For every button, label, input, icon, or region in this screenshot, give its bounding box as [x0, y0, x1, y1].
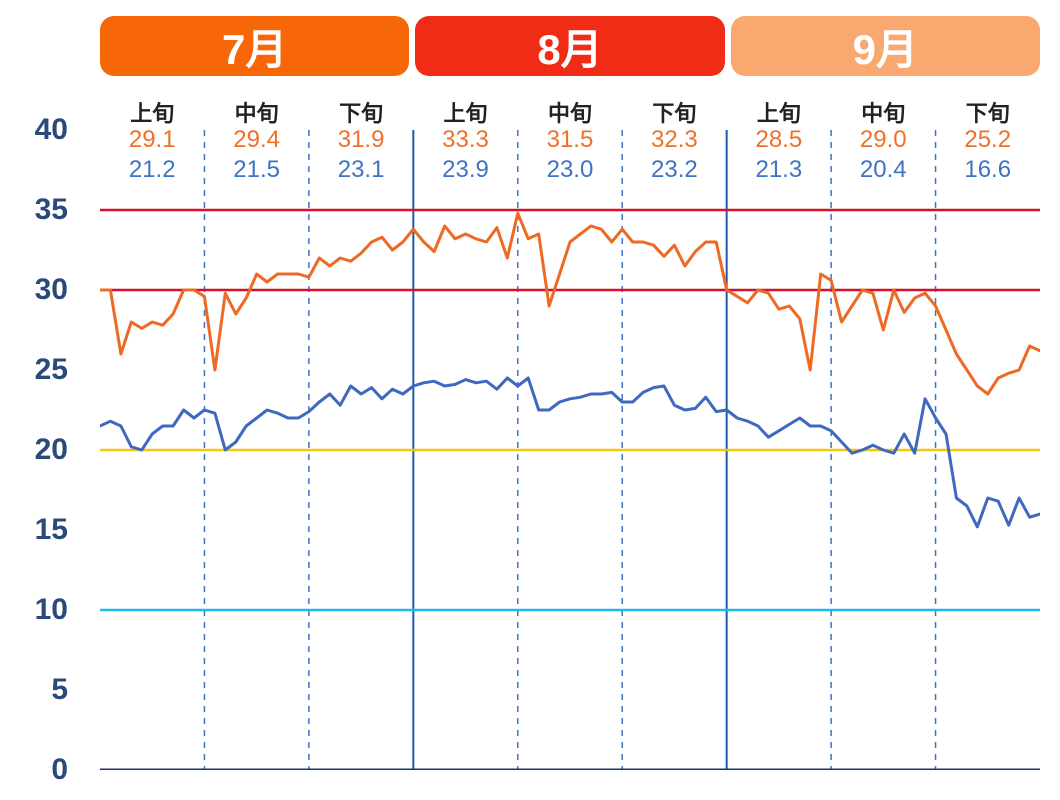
- month-tab-july: 7月: [100, 16, 409, 76]
- chart-svg: [100, 130, 1040, 770]
- temperature-chart: [100, 130, 1040, 770]
- period-label: 中旬: [235, 101, 279, 126]
- y-tick-label: 25: [35, 353, 68, 387]
- y-tick-label: 0: [51, 753, 68, 787]
- period-label: 上旬: [444, 101, 488, 126]
- period-label: 中旬: [548, 101, 592, 126]
- y-tick-label: 40: [35, 113, 68, 147]
- month-label: 9月: [853, 16, 918, 77]
- month-tabs: 7月 8月 9月: [100, 16, 1040, 76]
- month-label: 7月: [222, 16, 287, 77]
- y-tick-label: 30: [35, 273, 68, 307]
- period-label: 下旬: [652, 101, 696, 126]
- y-tick-label: 5: [51, 673, 68, 707]
- period-label: 下旬: [966, 101, 1010, 126]
- period-label: 中旬: [861, 101, 905, 126]
- period-label: 上旬: [757, 101, 801, 126]
- month-label: 8月: [537, 16, 602, 77]
- period-label: 上旬: [130, 101, 174, 126]
- period-label: 下旬: [339, 101, 383, 126]
- month-tab-august: 8月: [415, 16, 724, 76]
- y-axis: 0510152025303540: [0, 130, 88, 770]
- y-tick-label: 35: [35, 193, 68, 227]
- period-labels-row: 上旬 中旬 下旬 上旬 中旬 下旬 上旬 中旬 下旬: [100, 96, 1040, 128]
- y-tick-label: 10: [35, 593, 68, 627]
- y-tick-label: 20: [35, 433, 68, 467]
- y-tick-label: 15: [35, 513, 68, 547]
- month-tab-september: 9月: [731, 16, 1040, 76]
